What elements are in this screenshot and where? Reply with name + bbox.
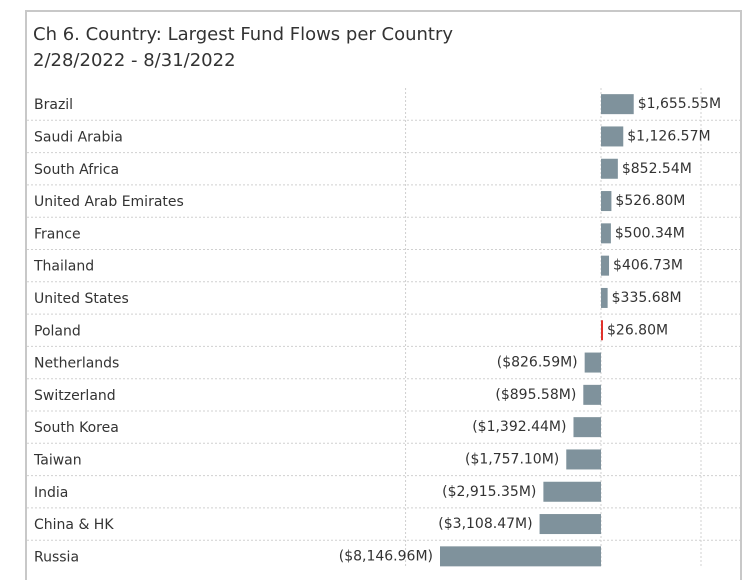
bar[interactable]: [583, 384, 601, 405]
data-label: $500.34M: [615, 225, 685, 241]
category-label: Saudi Arabia: [34, 129, 123, 145]
category-label: Taiwan: [33, 452, 82, 468]
data-label: ($826.59M): [497, 355, 578, 371]
bar[interactable]: [601, 223, 611, 244]
chart-title: Ch 6. Country: Largest Fund Flows per Co…: [33, 24, 454, 45]
category-label: South Korea: [34, 420, 119, 436]
data-label: $1,126.57M: [627, 128, 710, 144]
category-label: China & HK: [34, 517, 114, 533]
bar[interactable]: [584, 352, 601, 373]
category-label: United Arab Emirates: [34, 194, 184, 210]
category-label: Netherlands: [34, 356, 119, 372]
data-label: ($1,392.44M): [472, 419, 566, 435]
bar[interactable]: [601, 255, 610, 276]
category-label: France: [34, 226, 81, 242]
category-label: Brazil: [34, 97, 73, 113]
data-label: $406.73M: [613, 258, 683, 274]
data-label: ($8,146.96M): [339, 548, 433, 564]
data-label: ($3,108.47M): [438, 516, 532, 532]
data-label: $526.80M: [615, 193, 685, 209]
category-label: Poland: [34, 323, 81, 339]
chart-frame: [25, 10, 742, 580]
data-label: $335.68M: [612, 290, 682, 306]
category-label: South Africa: [34, 162, 119, 178]
bar[interactable]: [601, 191, 612, 212]
chart-subtitle: 2/28/2022 - 8/31/2022: [33, 50, 236, 71]
bar[interactable]: [573, 417, 601, 438]
data-label: ($1,757.10M): [465, 451, 559, 467]
bar[interactable]: [601, 126, 624, 147]
category-label: Russia: [34, 549, 79, 565]
bar[interactable]: [601, 287, 608, 308]
data-label: $852.54M: [622, 161, 692, 177]
bar[interactable]: [543, 481, 601, 502]
bar[interactable]: [601, 320, 603, 341]
data-label: ($895.58M): [495, 387, 576, 403]
category-label: India: [34, 485, 68, 501]
category-label: United States: [34, 291, 129, 307]
bar[interactable]: [566, 449, 601, 470]
bar[interactable]: [601, 158, 618, 179]
category-label: Thailand: [33, 259, 94, 275]
data-label: ($2,915.35M): [442, 484, 536, 500]
data-label: $26.80M: [607, 322, 668, 338]
bar-chart: Brazil $1,655.55M Saudi Arabia $1,126.57M So…: [27, 88, 740, 567]
category-label: Switzerland: [34, 388, 116, 404]
bar[interactable]: [440, 546, 601, 567]
data-label: $1,655.55M: [638, 96, 721, 112]
bar[interactable]: [601, 94, 634, 115]
bar[interactable]: [539, 514, 601, 535]
chart-title-block: Ch 6. Country: Largest Fund Flows per Co…: [33, 22, 453, 74]
